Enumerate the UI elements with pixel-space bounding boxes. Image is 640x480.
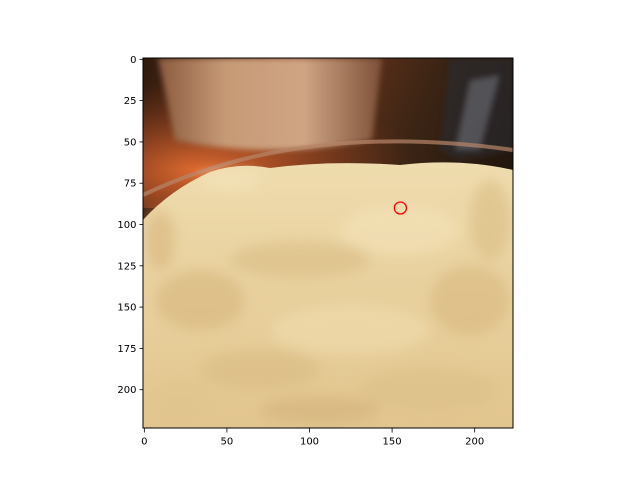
x-tick-label: 200 xyxy=(465,437,484,448)
y-tick-label: 150 xyxy=(117,303,136,314)
x-tick-label: 100 xyxy=(300,437,319,448)
plot-frame xyxy=(142,57,514,429)
x-tick-label: 50 xyxy=(221,437,234,448)
y-tick-label: 75 xyxy=(124,179,137,190)
y-axis: 0 25 50 75 100 125 150 175 200 xyxy=(117,55,144,396)
y-tick-label: 125 xyxy=(117,261,136,272)
mashed-potato-photo xyxy=(143,58,513,428)
y-tick-label: 100 xyxy=(117,220,136,231)
y-tick-label: 50 xyxy=(124,137,137,148)
x-tick-label: 0 xyxy=(141,437,147,448)
y-tick-label: 200 xyxy=(117,385,136,396)
y-tick-label: 0 xyxy=(130,55,136,66)
y-tick-label: 25 xyxy=(124,96,137,107)
x-tick-label: 150 xyxy=(383,437,402,448)
target-marker-circle xyxy=(393,201,408,215)
y-tick-label: 175 xyxy=(117,344,136,355)
x-axis: 0 50 100 150 200 xyxy=(141,428,484,448)
